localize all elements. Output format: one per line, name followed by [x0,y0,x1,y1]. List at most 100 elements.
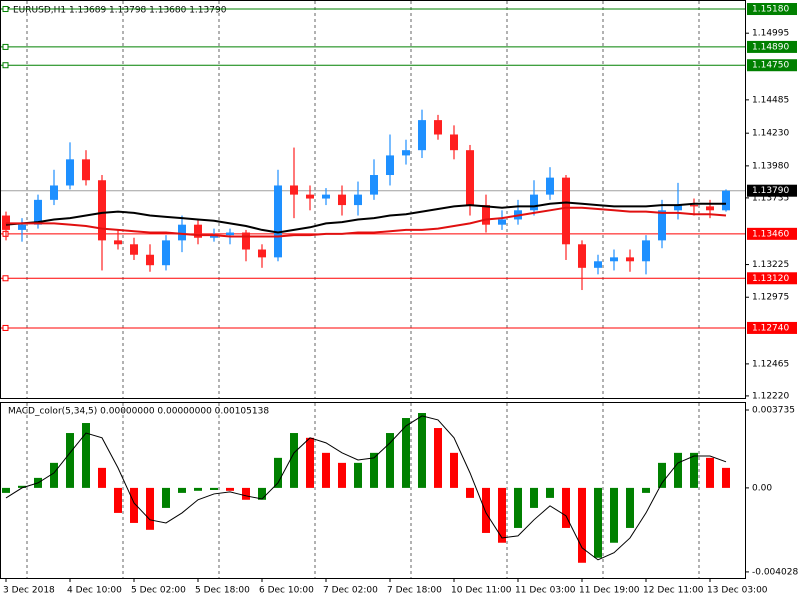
macd-bar [242,487,250,500]
macd-bar [466,487,474,498]
macd-bar [338,462,346,488]
level-label: 1.13460 [752,229,789,239]
y-tick-label: 1.13225 [752,260,789,270]
last-price-label: 1.13790 [752,186,789,196]
macd-bar [706,457,714,488]
moving-average [6,206,727,238]
y-tick-label: 1.14995 [752,29,789,39]
macd-bar [162,487,170,508]
y-tick-label: 1.12220 [752,391,789,401]
macd-bar [258,487,266,500]
macd-bar [418,413,426,488]
macd-bar [130,487,138,523]
y-tick-label: -0.004028 [752,567,798,577]
macd-bar [514,487,522,528]
level-marker [2,62,9,69]
candle-body [386,155,394,176]
macd-bar [386,433,394,488]
level-label-box [747,59,797,72]
y-tick-label: 0.003735 [752,405,795,415]
y-tick-label: 1.14485 [752,95,789,105]
candle-body [146,254,154,266]
candle-body [274,185,282,258]
x-tick-label: 13 Dec 03:00 [707,586,768,596]
macd-bar [722,467,730,488]
macd-bar [674,452,682,488]
macd-bar [322,452,330,488]
candle-body [706,206,714,211]
level-label: 1.13120 [752,274,789,284]
macd-bar [546,487,554,498]
macd-bar [562,487,570,528]
candle-body [18,224,26,230]
candle-body [594,261,602,268]
candle-body [322,194,330,199]
macd-bar [50,462,58,488]
macd-bar [98,467,106,488]
candle-body [722,190,730,211]
macd-bar [450,452,458,488]
candle-body [162,240,170,266]
macd-bar [18,485,26,488]
macd-bar [530,487,538,508]
macd-bar [594,487,602,558]
candle-body [114,240,122,245]
level-label-box [747,40,797,53]
level-label: 1.14890 [752,42,789,52]
y-tick-label: 1.12975 [752,293,789,303]
level-marker [2,324,9,331]
candle-body [178,224,186,241]
candle-body [130,244,138,255]
macd-bar [354,462,362,488]
macd-bar [114,487,122,513]
last-price-box [747,184,797,197]
macd-bar [402,418,410,488]
candle-body [402,150,410,156]
macd-bar [434,428,442,488]
macd-bar [578,487,586,563]
level-label-box [747,321,797,334]
y-tick-label: 0.00 [752,483,772,493]
candle-body [194,224,202,238]
macd-bar [2,487,10,493]
candle-body [578,244,586,268]
level-label-box [747,3,797,16]
macd-bar [210,487,218,490]
level-label: 1.12740 [752,323,789,333]
y-tick-label: 1.14230 [752,129,789,139]
macd-bar [66,433,74,488]
candle-body [642,240,650,262]
candle-body [546,177,554,195]
macd-bar [610,487,618,543]
candle-body [658,210,666,241]
candle-body [626,257,634,262]
candle-body [338,194,346,206]
macd-bar [482,487,490,533]
candle-body [306,194,314,199]
candle-body [354,194,362,206]
candle-body [82,159,90,181]
price-panel-frame [0,0,746,399]
level-marker [2,275,9,282]
candle-body [690,205,698,207]
candle-body [482,205,490,225]
candle-body [210,235,218,238]
level-marker [2,6,9,13]
x-tick-label: 3 Dec 2018 [3,586,55,596]
candle-body [242,232,250,250]
level-marker [2,43,9,50]
candle-body [370,175,378,195]
candle-body [466,150,474,206]
candle-body [50,185,58,200]
macd-bar [194,487,202,491]
macd-bar [498,487,506,543]
macd-bar [290,433,298,488]
candle-body [34,199,42,225]
candle-body [562,177,570,245]
candle-body [226,232,234,236]
level-label-box [747,227,797,240]
candle-body [674,205,682,211]
macd-bar [274,457,282,488]
y-tick-label: 1.13980 [752,161,789,171]
